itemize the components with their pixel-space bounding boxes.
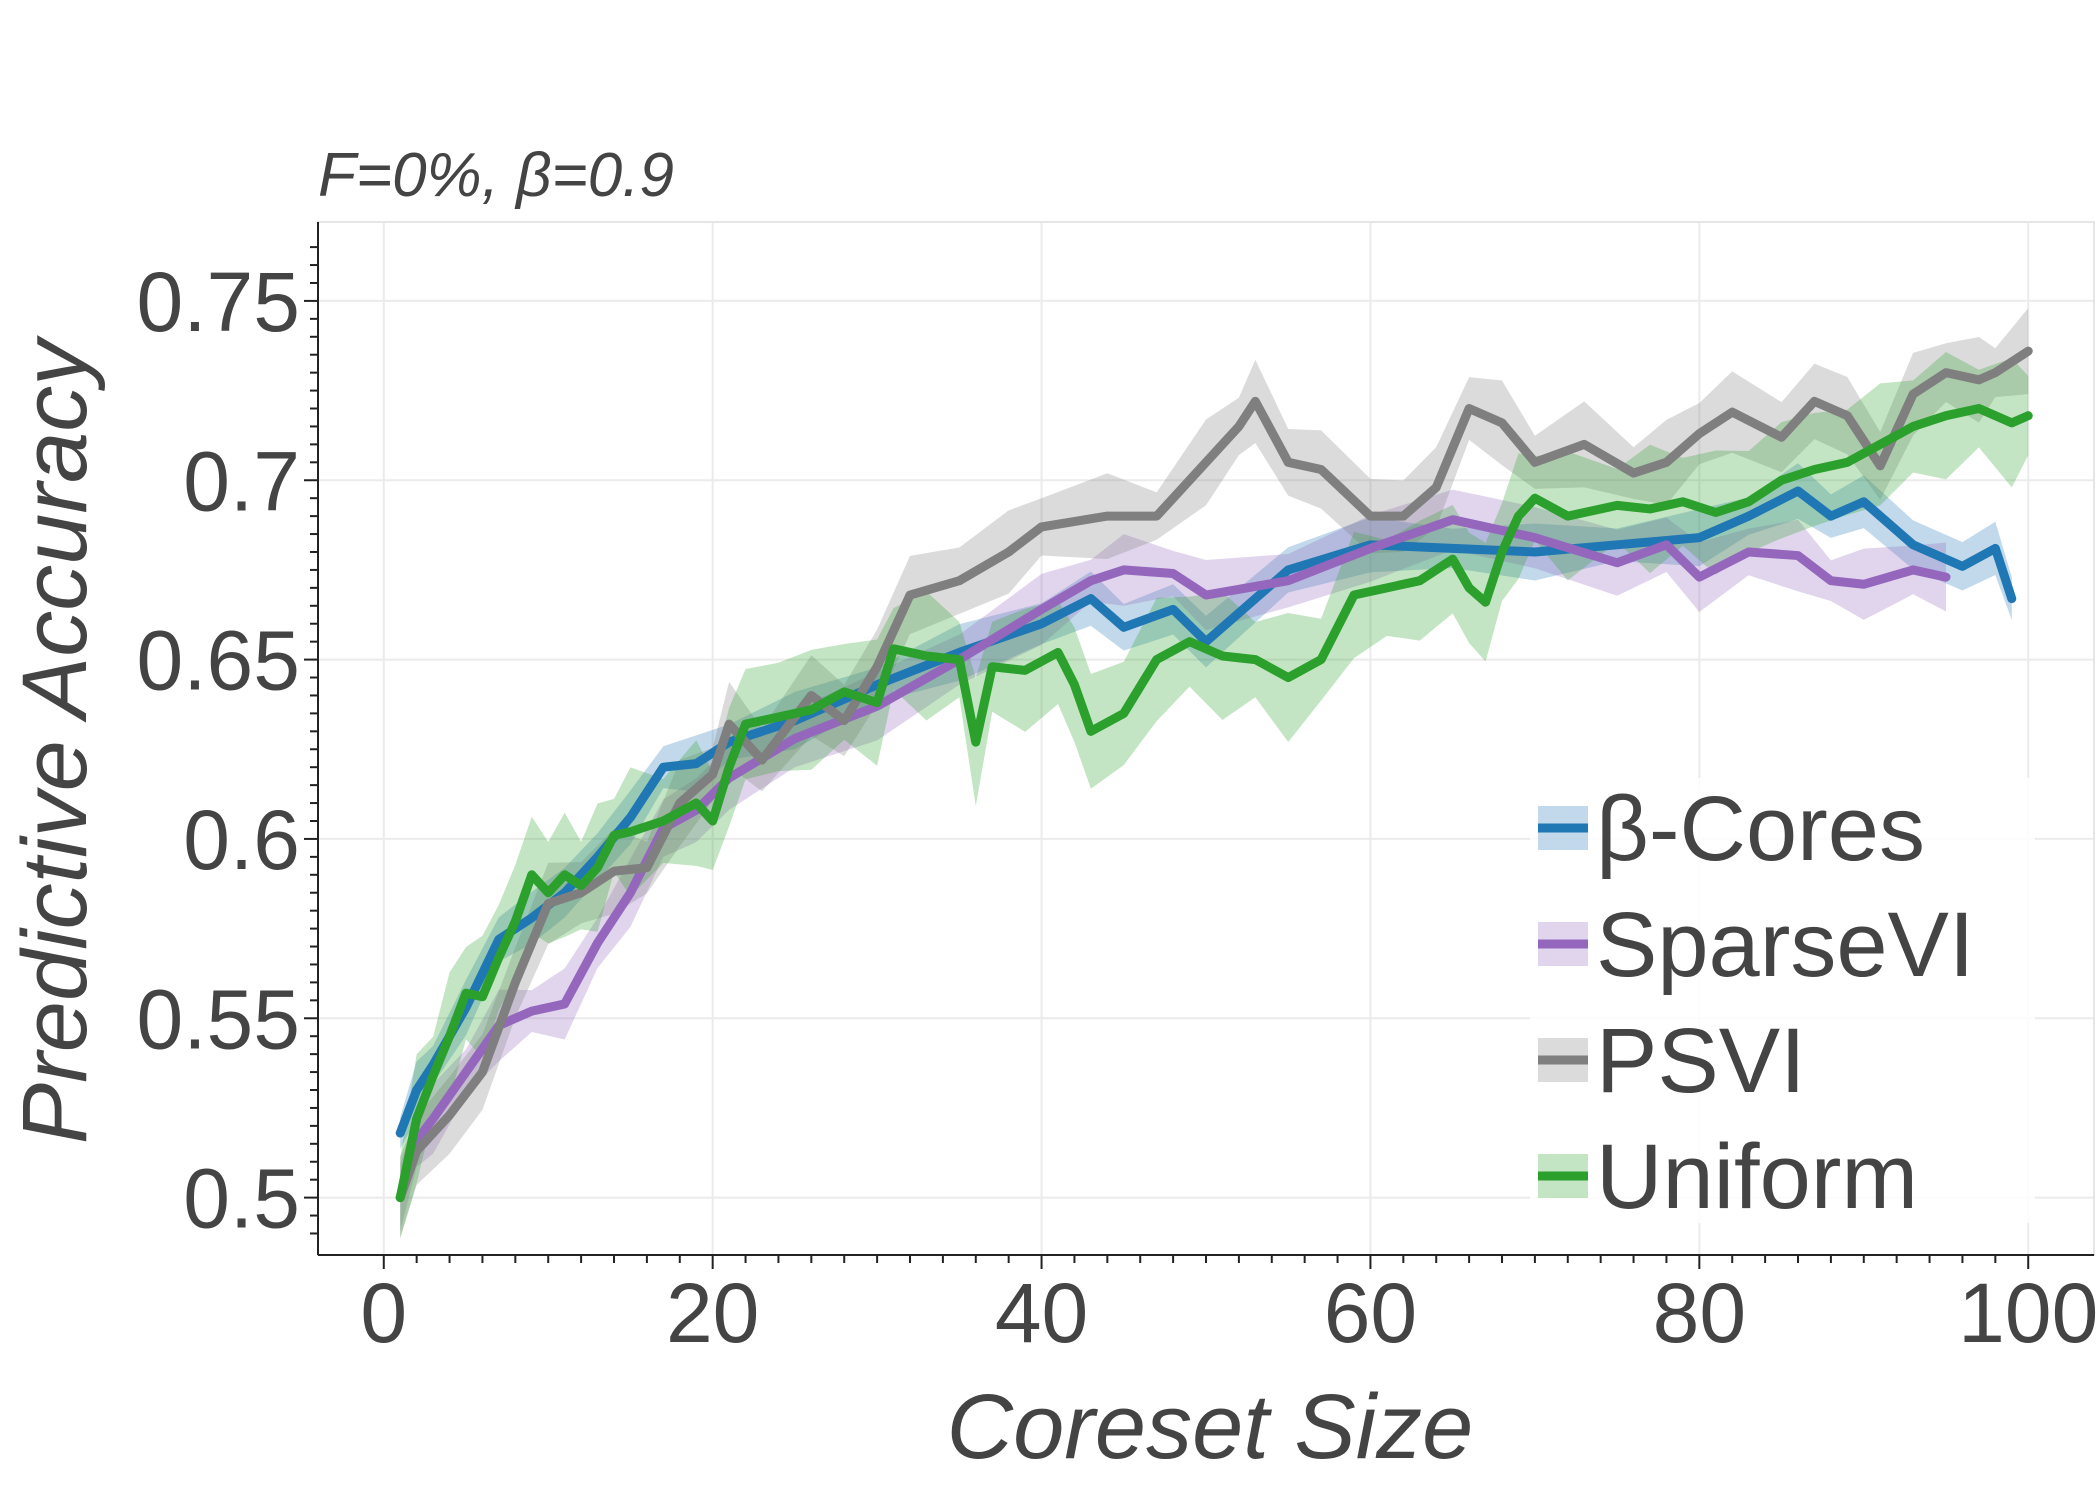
- line-psvi: [395, 346, 2033, 1203]
- y-tick-label: 0.5: [183, 1152, 300, 1246]
- x-tick-label: 0: [360, 1266, 407, 1360]
- x-tick-label: 80: [1653, 1266, 1746, 1360]
- series-lines: [395, 346, 2033, 1203]
- legend: β-Cores SparseVI PSVI Uniform: [1530, 778, 2035, 1228]
- band-sparsevi: [400, 489, 1947, 1231]
- line-sparsevi: [395, 515, 1951, 1203]
- legend-label: PSVI: [1596, 1010, 1806, 1112]
- x-tick-label: 20: [666, 1266, 759, 1360]
- line-uniform: [395, 404, 2033, 1203]
- x-tick-label: 40: [995, 1266, 1088, 1360]
- y-tick-label: 0.75: [137, 255, 301, 349]
- band-cores: [400, 463, 2012, 1149]
- y-axis-label: Predictive Accuracy: [4, 335, 106, 1144]
- y-tick-label: 0.55: [137, 972, 301, 1066]
- axes: [304, 222, 2094, 1269]
- x-tick-label: 60: [1324, 1266, 1417, 1360]
- grid: [318, 222, 2094, 1255]
- legend-label: SparseVI: [1596, 894, 1974, 996]
- y-tick-label: 0.65: [137, 614, 301, 708]
- legend-box: [1530, 778, 2035, 1223]
- legend-label: Uniform: [1596, 1126, 1918, 1228]
- tick-labels: 0 20 40 60 80 100 0.5 0.55 0.6 0.65 0.7 0.75: [137, 255, 2099, 1360]
- x-tick-label: 100: [1958, 1266, 2098, 1360]
- legend-label: β-Cores: [1596, 778, 1925, 880]
- chart-title: F=0%, β=0.9: [318, 141, 674, 210]
- y-tick-label: 0.6: [183, 793, 300, 887]
- y-tick-label: 0.7: [183, 434, 300, 528]
- x-axis-label: Coreset Size: [947, 1376, 1474, 1478]
